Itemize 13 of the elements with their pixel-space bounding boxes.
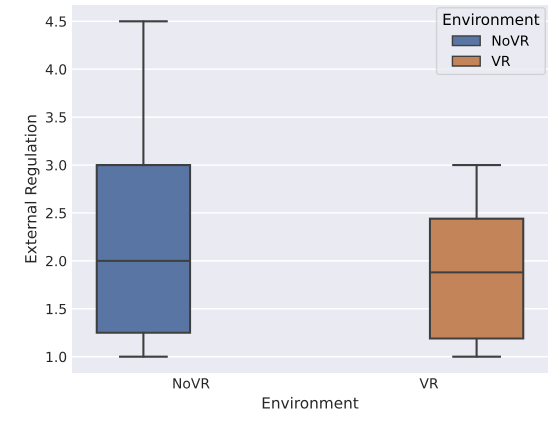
legend-label: NoVR bbox=[492, 35, 529, 46]
legend-label: VR bbox=[491, 56, 510, 66]
x-axis-title: Environment bbox=[262, 396, 358, 409]
y-tick-label: 4.0 bbox=[46, 64, 66, 75]
y-tick-label: 1.0 bbox=[46, 352, 66, 362]
y-tick-label: 4.5 bbox=[46, 16, 66, 27]
y-tick-label: 2.0 bbox=[46, 256, 66, 266]
y-tick-label: 2.5 bbox=[46, 208, 66, 218]
y-axis-title: External Regulation bbox=[24, 115, 40, 262]
y-tick-label: 3.5 bbox=[46, 112, 66, 123]
legend-title: Environment bbox=[444, 13, 540, 26]
y-tick-label: 3.0 bbox=[46, 160, 66, 171]
y-tick-label: 1.5 bbox=[46, 304, 66, 314]
